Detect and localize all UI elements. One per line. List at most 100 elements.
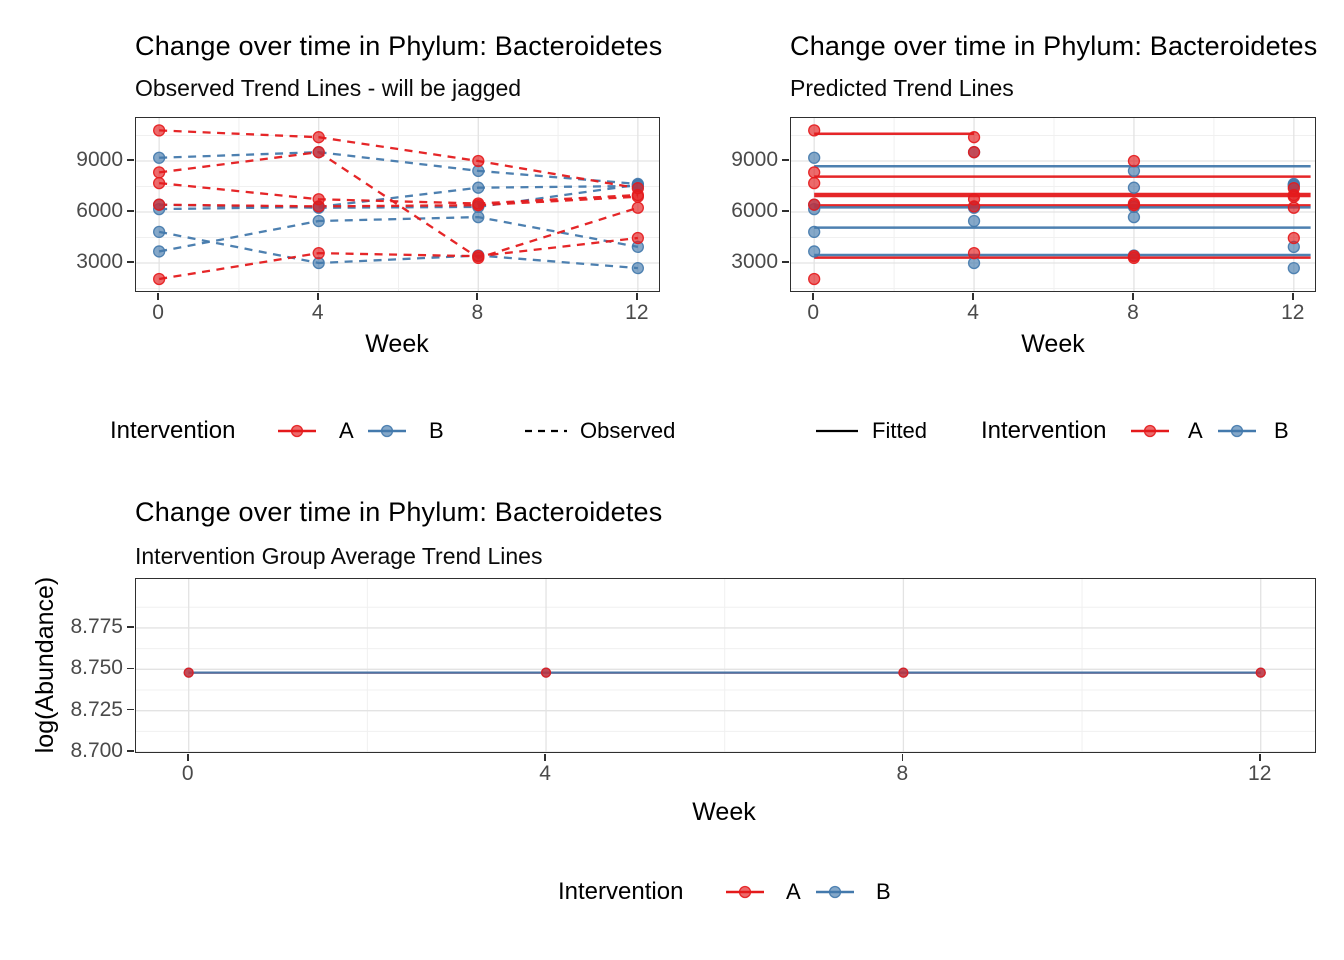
data-point xyxy=(152,166,166,179)
data-point xyxy=(152,124,166,137)
data-point xyxy=(312,246,325,260)
data-point xyxy=(1287,261,1300,275)
data-point xyxy=(472,210,485,224)
data-point xyxy=(1127,154,1141,168)
y-tick-mark xyxy=(127,159,134,161)
data-point xyxy=(1287,231,1300,245)
data-point xyxy=(967,146,981,159)
y-tick-mark xyxy=(127,261,134,263)
predicted-legend-label-linetype: Fitted xyxy=(872,418,928,443)
legend-key-point xyxy=(738,885,752,899)
data-point xyxy=(183,667,194,678)
legend-key-observed-icon xyxy=(525,429,567,433)
series-line xyxy=(158,150,639,260)
data-point xyxy=(540,667,552,678)
data-point xyxy=(312,131,325,144)
x-tick-mark xyxy=(316,293,319,300)
series-line xyxy=(159,184,638,211)
y-tick-mark xyxy=(127,750,134,752)
data-point xyxy=(1127,181,1141,194)
y-tick-label: 6000 xyxy=(731,199,778,222)
y-tick-label: 8.725 xyxy=(70,697,123,721)
data-point xyxy=(1127,250,1141,263)
average-legend-label-a: A xyxy=(786,879,801,904)
x-tick-label: 12 xyxy=(625,301,649,324)
y-tick-mark xyxy=(127,667,134,670)
observed-x-axis-title: Week xyxy=(365,330,429,358)
data-point xyxy=(631,190,645,203)
x-tick-mark xyxy=(476,293,479,300)
data-point xyxy=(312,200,325,213)
y-tick-label: 9000 xyxy=(731,148,778,171)
data-point xyxy=(1127,210,1141,224)
y-tick-label: 3000 xyxy=(731,249,778,273)
data-point xyxy=(967,131,981,144)
average-x-axis-title: Week xyxy=(692,798,756,826)
y-tick-mark xyxy=(782,261,789,263)
data-point xyxy=(1255,667,1266,678)
legend-key-a-icon xyxy=(726,885,764,899)
data-point xyxy=(631,201,645,214)
data-point xyxy=(808,225,821,239)
data-point xyxy=(152,225,166,239)
legend-key-point xyxy=(1143,424,1157,438)
series-line xyxy=(159,129,639,190)
chart-canvas xyxy=(136,118,659,291)
y-tick-label: 8.700 xyxy=(70,739,123,762)
legend-key-a-icon xyxy=(278,424,316,438)
x-tick-mark xyxy=(186,754,189,761)
data-point xyxy=(152,245,166,258)
x-tick-label: 0 xyxy=(152,301,164,324)
y-tick-mark xyxy=(127,708,134,711)
data-point xyxy=(312,146,325,159)
x-tick-label: 0 xyxy=(181,762,194,785)
x-tick-label: 12 xyxy=(1281,301,1305,324)
legend-key-point xyxy=(380,424,394,438)
x-tick-mark xyxy=(1258,754,1261,761)
average-plot-title: Change over time in Phylum: Bacteroidete… xyxy=(135,497,663,527)
x-tick-mark xyxy=(812,293,814,300)
x-tick-mark xyxy=(901,754,904,761)
data-point xyxy=(808,176,821,190)
predicted-legend-label-b: B xyxy=(1274,418,1289,443)
predicted-plot-panel xyxy=(790,117,1316,292)
data-point xyxy=(631,261,645,275)
data-point xyxy=(472,154,485,168)
x-tick-label: 4 xyxy=(311,301,324,324)
x-tick-mark xyxy=(1292,293,1294,300)
average-legend-title: Intervention xyxy=(558,878,684,905)
legend-key-point xyxy=(828,885,842,899)
data-point xyxy=(152,151,166,164)
x-tick-mark xyxy=(972,293,974,300)
observed-plot-subtitle: Observed Trend Lines - will be jagged xyxy=(135,75,522,101)
data-point xyxy=(967,214,981,228)
observed-legend-title: Intervention xyxy=(110,417,236,444)
x-tick-label: 4 xyxy=(539,762,551,785)
x-tick-label: 0 xyxy=(807,301,820,324)
data-point xyxy=(1127,199,1141,212)
observed-legend-label-linetype: Observed xyxy=(580,418,676,443)
x-tick-mark xyxy=(1132,293,1134,300)
y-tick-mark xyxy=(127,626,134,628)
data-point xyxy=(1287,201,1300,214)
data-point xyxy=(808,272,821,286)
y-tick-label: 9000 xyxy=(76,148,123,171)
data-point xyxy=(808,151,821,164)
average-plot-subtitle: Intervention Group Average Trend Lines xyxy=(135,543,543,569)
legend-key-a-icon xyxy=(1131,424,1169,438)
chart-canvas xyxy=(791,118,1315,291)
x-tick-mark xyxy=(636,293,638,300)
x-tick-label: 8 xyxy=(896,762,909,785)
legend-key-point xyxy=(290,424,304,438)
observed-plot-panel xyxy=(135,117,660,292)
legend-key-fitted-icon xyxy=(816,429,858,433)
x-tick-label: 4 xyxy=(967,301,979,324)
data-point xyxy=(472,199,485,212)
y-tick-label: 3000 xyxy=(76,249,123,273)
observed-plot-title: Change over time in Phylum: Bacteroidete… xyxy=(135,31,663,61)
average-plot-panel xyxy=(135,578,1316,753)
x-tick-mark xyxy=(544,754,546,761)
y-tick-mark xyxy=(782,210,789,212)
x-tick-label: 8 xyxy=(471,301,484,324)
